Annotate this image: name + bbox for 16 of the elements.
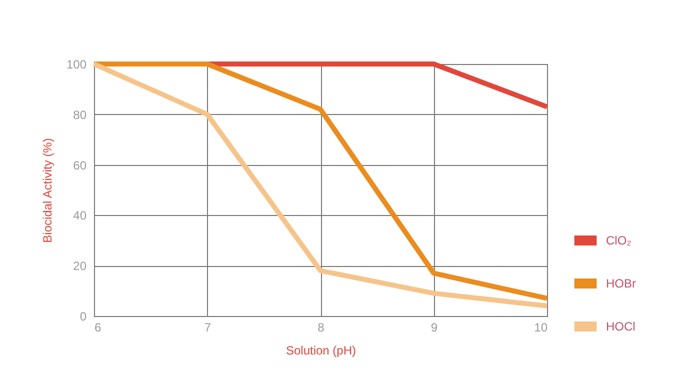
legend-label: HOBr <box>606 276 636 290</box>
legend-label: HOCl <box>606 320 636 334</box>
y-tick-label: 20 <box>73 259 87 274</box>
legend-label: ClO₂ <box>606 234 632 248</box>
y-tick-label: 60 <box>73 158 87 172</box>
x-tick-label: 9 <box>430 320 438 334</box>
y-tick-label: 100 <box>66 58 87 72</box>
y-axis-title: Biocidal Activity (%) <box>40 138 54 243</box>
x-axis-title: Solution (pH) <box>286 344 356 358</box>
y-tick-label: 0 <box>80 310 87 324</box>
x-tick-label: 6 <box>94 320 102 334</box>
x-tick-label: 10 <box>534 320 548 334</box>
y-tick-label: 80 <box>73 108 87 122</box>
x-tick-label: 7 <box>204 320 212 334</box>
y-tick-label: 40 <box>73 208 87 223</box>
x-tick-label: 8 <box>318 320 325 334</box>
